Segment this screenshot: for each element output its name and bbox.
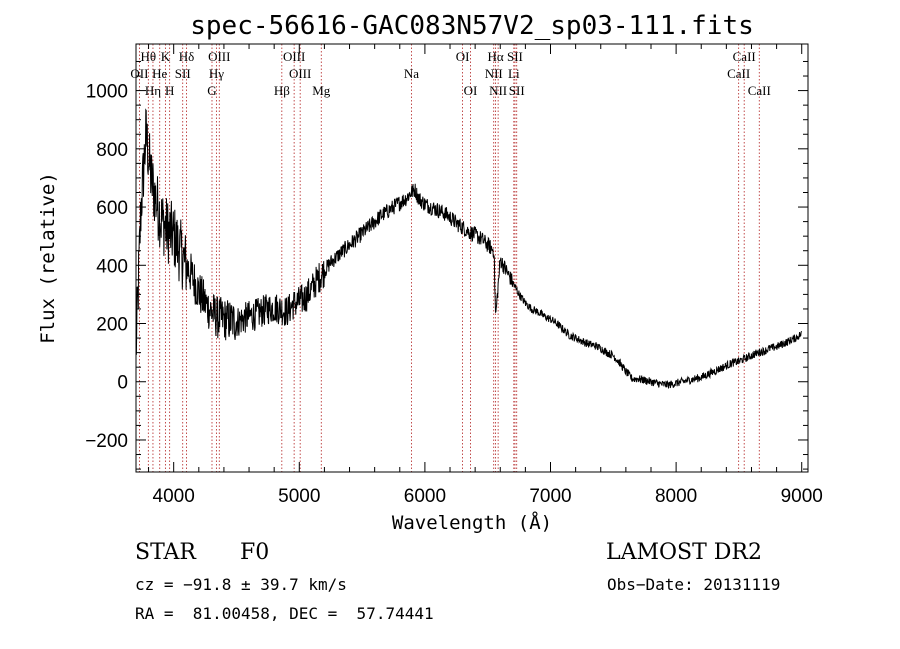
line-id-label-3: OIII <box>208 49 230 64</box>
object-class: STAR <box>135 540 196 565</box>
x-tick-label-4: 8000 <box>655 486 697 507</box>
line-id-label-18: Hη <box>145 83 161 98</box>
spectral-subclass: F0 <box>240 540 270 565</box>
line-id-label-25: SII <box>509 83 525 98</box>
redshift-cz: cz = −91.8 ± 39.7 km/s <box>135 575 347 594</box>
y-axis-label: Flux (relative) <box>37 172 59 344</box>
x-axis-label: Wavelength (Å) <box>392 511 552 534</box>
line-id-label-7: SII <box>507 49 523 64</box>
line-id-label-13: OIII <box>289 66 311 81</box>
y-tick-label-1: 0 <box>117 373 128 394</box>
line-id-label-5: OI <box>456 49 470 64</box>
line-id-label-24: NII <box>489 83 507 98</box>
line-id-label-23: OI <box>464 83 478 98</box>
line-id-label-10: He <box>152 66 167 81</box>
line-id-label-16: Li <box>508 66 520 81</box>
axis-ticks: 4000 5000 6000 7000 8000 9000 −200 0 200 400 600 80… <box>85 44 823 507</box>
line-id-label-12: Hγ <box>209 66 224 81</box>
line-id-label-0: Hθ <box>140 49 156 64</box>
line-id-label-19: H <box>165 83 174 98</box>
x-tick-label-5: 9000 <box>781 486 823 507</box>
line-id-label-8: CaII <box>733 49 756 64</box>
line-id-markers <box>138 44 760 472</box>
line-id-label-20: G <box>207 83 216 98</box>
survey-name: LAMOST DR2 <box>606 540 762 565</box>
x-tick-label-1: 5000 <box>278 486 320 507</box>
line-id-label-1: K <box>161 49 171 64</box>
x-tick-label-2: 6000 <box>404 486 446 507</box>
spectrum-line <box>135 108 802 389</box>
line-id-label-11: SII <box>175 66 191 81</box>
line-id-label-9: OII <box>130 66 148 81</box>
y-tick-label-3: 400 <box>96 256 128 277</box>
y-tick-label-6: 1000 <box>86 82 128 103</box>
y-tick-label-0: −200 <box>85 431 128 452</box>
y-tick-label-5: 800 <box>96 140 128 161</box>
y-tick-label-2: 200 <box>96 315 128 336</box>
line-id-label-26: CaII <box>748 83 771 98</box>
coordinates: RA = 81.00458, DEC = 57.74441 <box>135 604 434 623</box>
chart-title: spec-56616-GAC083N57V2_sp03-111.fits <box>190 11 754 41</box>
x-tick-label-0: 4000 <box>153 486 195 507</box>
line-id-label-21: Hβ <box>274 83 290 98</box>
observation-date: Obs−Date: 20131119 <box>607 575 781 594</box>
line-id-label-15: NII <box>485 66 503 81</box>
y-tick-label-4: 600 <box>96 198 128 219</box>
x-tick-label-3: 7000 <box>529 486 571 507</box>
line-id-label-4: OIII <box>283 49 305 64</box>
line-id-label-2: Hδ <box>179 49 195 64</box>
line-id-label-14: Na <box>404 66 419 81</box>
line-id-label-22: Mg <box>312 83 331 98</box>
line-id-label-6: Hα <box>488 49 504 64</box>
plot-frame <box>135 43 809 473</box>
line-id-label-17: CaII <box>727 66 750 81</box>
